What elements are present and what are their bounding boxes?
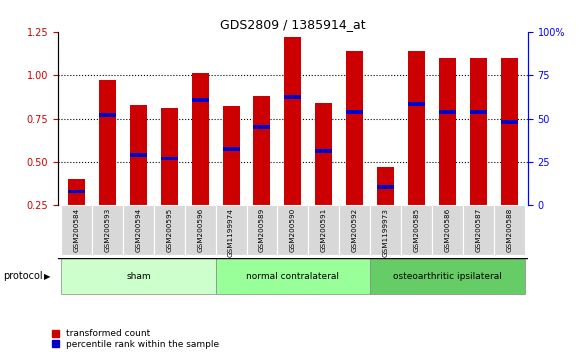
Bar bbox=[123, 205, 154, 255]
Text: GSM200594: GSM200594 bbox=[135, 208, 142, 252]
Bar bbox=[191, 74, 209, 205]
Bar bbox=[68, 179, 85, 205]
Bar bbox=[501, 58, 518, 205]
Text: sham: sham bbox=[126, 272, 151, 281]
Bar bbox=[61, 205, 92, 255]
Text: GSM200585: GSM200585 bbox=[414, 208, 419, 252]
Bar bbox=[346, 51, 363, 205]
Bar bbox=[99, 80, 116, 205]
Text: osteoarthritic ipsilateral: osteoarthritic ipsilateral bbox=[393, 272, 502, 281]
Bar bbox=[377, 185, 394, 189]
Bar bbox=[161, 156, 177, 160]
Bar bbox=[284, 37, 302, 205]
Bar bbox=[191, 98, 209, 102]
Bar bbox=[408, 51, 425, 205]
Text: GSM200590: GSM200590 bbox=[290, 208, 296, 252]
Bar bbox=[494, 205, 525, 255]
Bar bbox=[316, 103, 332, 205]
Text: GSM200588: GSM200588 bbox=[506, 208, 512, 252]
Bar bbox=[316, 149, 332, 153]
Legend: transformed count, percentile rank within the sample: transformed count, percentile rank withi… bbox=[51, 328, 220, 349]
Text: ▶: ▶ bbox=[44, 272, 50, 281]
Bar bbox=[68, 189, 85, 193]
Bar bbox=[253, 125, 270, 129]
Bar bbox=[277, 205, 309, 255]
Text: GSM200584: GSM200584 bbox=[74, 208, 79, 252]
Bar bbox=[463, 205, 494, 255]
Bar bbox=[309, 205, 339, 255]
Bar bbox=[184, 205, 216, 255]
Text: protocol: protocol bbox=[3, 271, 42, 281]
Bar bbox=[408, 102, 425, 106]
Bar bbox=[216, 205, 246, 255]
Bar bbox=[246, 205, 277, 255]
Bar bbox=[216, 258, 370, 294]
Bar bbox=[370, 258, 525, 294]
Bar bbox=[377, 167, 394, 205]
Bar bbox=[370, 205, 401, 255]
Bar bbox=[154, 205, 184, 255]
Bar bbox=[346, 110, 363, 114]
Bar bbox=[130, 153, 147, 157]
Bar bbox=[339, 205, 370, 255]
Bar bbox=[61, 258, 216, 294]
Bar bbox=[253, 96, 270, 205]
Text: GSM200589: GSM200589 bbox=[259, 208, 265, 252]
Bar bbox=[470, 110, 487, 114]
Bar bbox=[99, 113, 116, 117]
Text: GSM200587: GSM200587 bbox=[476, 208, 481, 252]
Bar bbox=[470, 58, 487, 205]
Bar bbox=[284, 95, 302, 99]
Bar bbox=[130, 105, 147, 205]
Text: GSM200596: GSM200596 bbox=[197, 208, 203, 252]
Bar bbox=[439, 110, 456, 114]
Text: GSM200592: GSM200592 bbox=[351, 208, 358, 252]
Bar bbox=[432, 205, 463, 255]
Bar bbox=[92, 205, 123, 255]
Text: GSM200593: GSM200593 bbox=[104, 208, 110, 252]
Bar bbox=[223, 147, 240, 151]
Bar bbox=[223, 107, 240, 205]
Bar bbox=[401, 205, 432, 255]
Text: GSM200591: GSM200591 bbox=[321, 208, 327, 252]
Text: normal contralateral: normal contralateral bbox=[246, 272, 339, 281]
Text: GSM200586: GSM200586 bbox=[444, 208, 451, 252]
Bar bbox=[501, 120, 518, 124]
Bar bbox=[439, 58, 456, 205]
Title: GDS2809 / 1385914_at: GDS2809 / 1385914_at bbox=[220, 18, 366, 31]
Text: GSM1199974: GSM1199974 bbox=[228, 208, 234, 257]
Text: GSM200595: GSM200595 bbox=[166, 208, 172, 252]
Bar bbox=[161, 108, 177, 205]
Text: GSM1199973: GSM1199973 bbox=[383, 208, 389, 257]
